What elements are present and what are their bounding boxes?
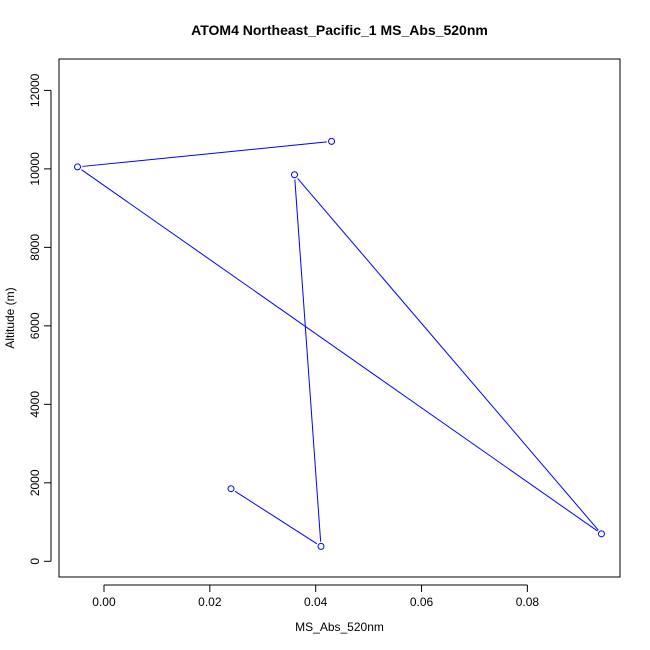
data-point xyxy=(597,530,605,538)
x-axis: 0.00 0.02 0.04 0.06 0.08 xyxy=(92,584,540,609)
x-tick-label: 0.00 xyxy=(92,595,116,609)
chart-title: ATOM4 Northeast_Pacific_1 MS_Abs_520nm xyxy=(191,22,488,38)
series-line-segment xyxy=(234,490,318,545)
x-tick-label: 0.06 xyxy=(410,595,434,609)
series-lines xyxy=(81,141,599,545)
y-tick-label: 2000 xyxy=(28,469,42,496)
data-point xyxy=(291,171,299,179)
data-point xyxy=(328,137,336,145)
x-axis-label: MS_Abs_520nm xyxy=(295,620,384,634)
x-tick-label: 0.08 xyxy=(516,595,540,609)
series-line-segment xyxy=(82,141,327,167)
y-tick-label: 0 xyxy=(28,558,42,565)
plot-frame xyxy=(58,58,621,578)
x-tick-label: 0.02 xyxy=(198,595,222,609)
y-axis-label: Altitude (m) xyxy=(3,287,17,348)
x-tick-label: 0.04 xyxy=(304,595,328,609)
y-tick-label: 8000 xyxy=(28,234,42,261)
y-tick-label: 6000 xyxy=(28,312,42,339)
data-point xyxy=(317,542,325,550)
series-line-segment xyxy=(81,169,598,532)
y-tick-label: 4000 xyxy=(28,391,42,418)
y-tick-label: 12000 xyxy=(28,73,42,107)
y-tick-label: 10000 xyxy=(28,152,42,186)
series-points xyxy=(74,137,605,550)
series-line-segment xyxy=(294,179,322,542)
data-point xyxy=(227,485,235,493)
data-point xyxy=(74,163,82,171)
series-line-segment xyxy=(297,178,599,531)
y-axis: 0 2000 4000 6000 8000 10000 12000 xyxy=(28,73,52,565)
